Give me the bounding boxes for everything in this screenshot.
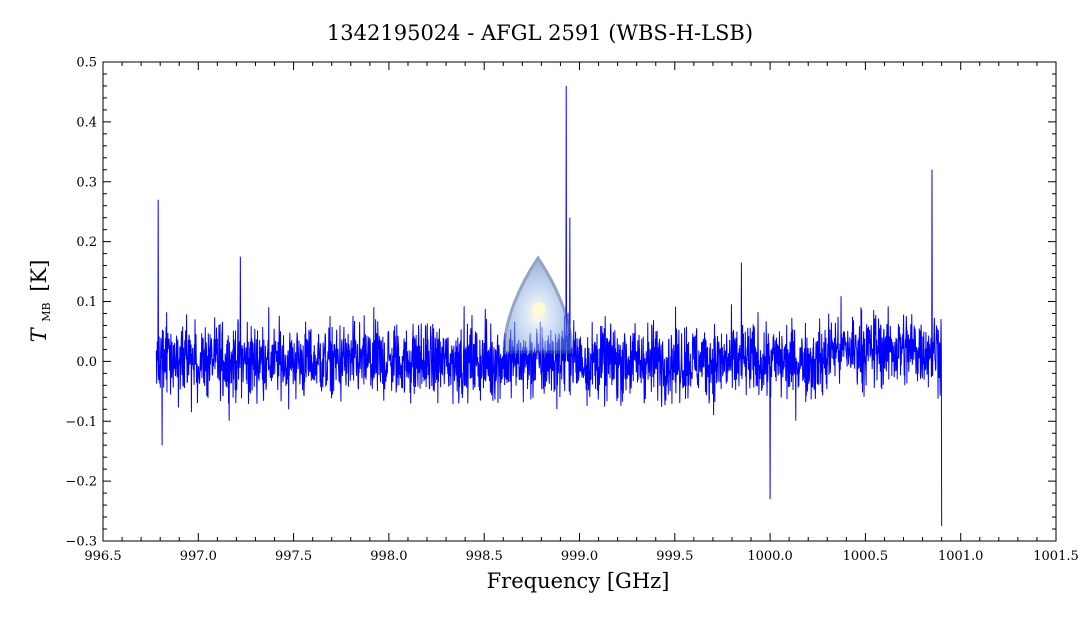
y-tick-label: 0.5 <box>76 56 97 71</box>
x-tick-label: 1000.0 <box>747 549 793 564</box>
x-tick-label: 998.0 <box>370 549 407 564</box>
plot-frame <box>102 61 1057 542</box>
x-tick-label: 1001.0 <box>938 549 984 564</box>
x-tick-label: 998.5 <box>466 549 503 564</box>
watermark-icon <box>502 255 574 354</box>
plot-area <box>102 61 1057 542</box>
y-tick-label: 0.3 <box>76 175 97 190</box>
y-tick-label: 0.1 <box>76 295 97 310</box>
chart-title: 1342195024 - AFGL 2591 (WBS-H-LSB) <box>327 21 753 45</box>
x-tick-label: 1000.5 <box>843 549 889 564</box>
x-tick-label: 997.5 <box>275 549 312 564</box>
y-tick-label: 0.0 <box>76 355 97 370</box>
x-tick-label: 1001.5 <box>1033 549 1079 564</box>
svg-text:T MB [K]: T MB [K] <box>27 260 55 343</box>
y-axis: −0.3 −0.2 −0.1 0.0 0.1 0.2 0.3 0.4 0.5 <box>65 56 1056 550</box>
x-axis: 996.5 997.0 997.5 998.0 998.5 999.0 999.5 1000.… <box>84 62 1079 564</box>
x-tick-label: 997.0 <box>180 549 217 564</box>
x-tick-label: 999.0 <box>561 549 598 564</box>
y-axis-label-symbol: T <box>27 326 51 342</box>
y-tick-label: −0.3 <box>65 535 97 550</box>
y-axis-label-subscript: MB <box>40 302 53 321</box>
x-tick-label: 996.5 <box>84 549 121 564</box>
y-tick-label: −0.1 <box>65 415 97 430</box>
y-tick-label: −0.2 <box>65 475 97 490</box>
x-axis-label: Frequency [GHz] <box>487 569 670 593</box>
y-axis-label: T MB [K] <box>27 260 55 343</box>
x-tick-label: 999.5 <box>656 549 693 564</box>
y-tick-label: 0.2 <box>76 235 97 250</box>
y-tick-label: 0.4 <box>76 115 97 130</box>
y-axis-label-unit: [K] <box>27 260 51 292</box>
spectrum-series-line <box>155 85 943 527</box>
